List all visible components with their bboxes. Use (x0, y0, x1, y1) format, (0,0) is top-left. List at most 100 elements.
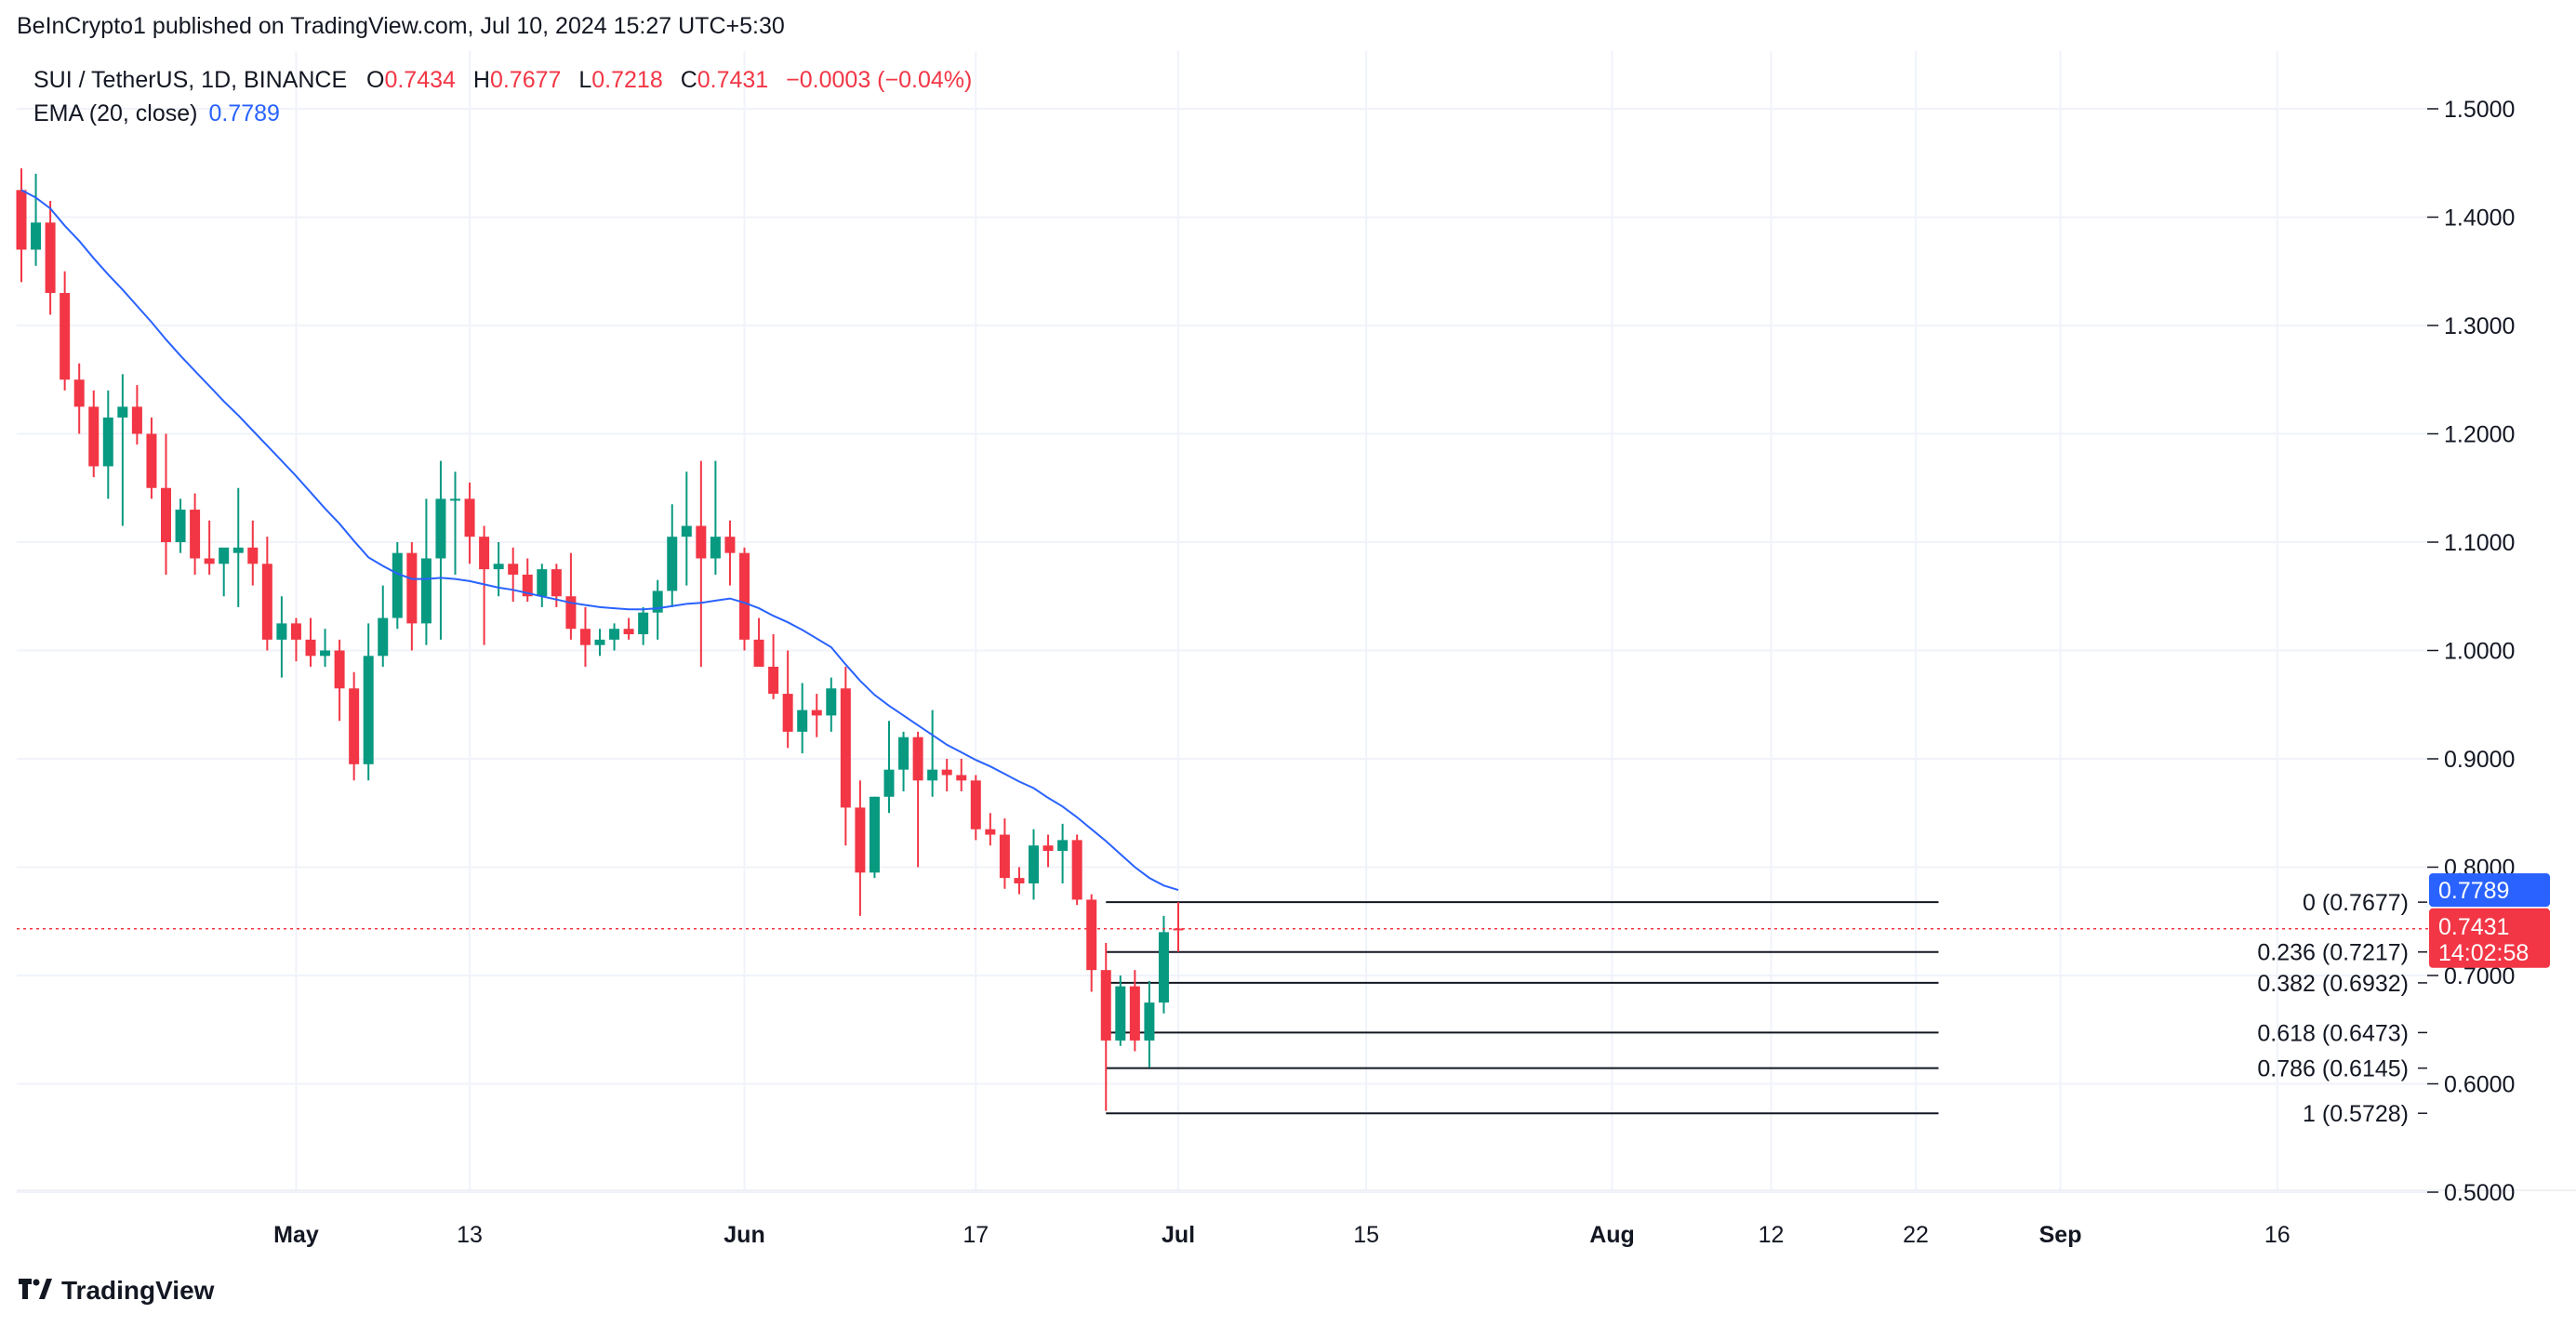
candle-body (290, 623, 301, 640)
ema-20-line (20, 189, 1179, 892)
candle-body (219, 547, 230, 564)
candle-body (565, 596, 577, 630)
tradingview-footer[interactable]: TradingView (19, 1276, 214, 1306)
candle-body (73, 379, 85, 407)
price-tick-label: 1.3000 (2444, 313, 2515, 339)
candle-body (869, 796, 880, 873)
ema-price-badge-label: 0.7789 (2438, 878, 2509, 904)
candle-body (609, 629, 620, 640)
candle-body (768, 666, 779, 695)
candle-body (146, 433, 157, 488)
chart-legend: SUI / TetherUS, 1D, BINANCE O0.7434 H0.7… (33, 63, 983, 130)
open-label: O (366, 67, 385, 93)
price-tick-label: 1.2000 (2444, 422, 2515, 448)
candle-body (724, 537, 736, 553)
tradingview-brand: TradingView (61, 1276, 215, 1305)
candle-body (102, 418, 113, 467)
candle-body (652, 591, 663, 613)
candle-body (551, 569, 562, 597)
candle-body (696, 525, 707, 559)
candle-body (247, 547, 259, 564)
candle-body (1014, 878, 1025, 883)
candle-body (60, 293, 71, 380)
candle-body (522, 574, 533, 597)
price-tick-label: 1.0000 (2444, 639, 2515, 665)
candle-body (1086, 899, 1097, 971)
candle-body (190, 510, 201, 559)
candle-body (855, 807, 866, 873)
close-label: C (680, 67, 697, 93)
candle-body (985, 829, 996, 835)
price-tick-label: 0.9000 (2444, 747, 2515, 773)
candle-body (420, 558, 432, 624)
fib-level-label: 0 (0.7677) (2303, 890, 2409, 916)
time-tick-label: 13 (457, 1222, 483, 1248)
time-tick-label: Jun (724, 1222, 764, 1248)
candle-body (1100, 970, 1111, 1041)
published-caption: BeInCrypto1 published on TradingView.com… (17, 13, 785, 39)
candle-body (378, 617, 389, 657)
candle-body (638, 612, 649, 635)
candle-body (1071, 840, 1082, 900)
tradingview-logo-icon (19, 1276, 52, 1306)
time-tick-label: May (273, 1222, 319, 1248)
low-value: 0.7218 (591, 67, 663, 93)
high-value: 0.7677 (489, 67, 562, 93)
candle-body (232, 547, 244, 553)
countdown-label: 14:02:58 (2438, 940, 2529, 966)
candle-body (999, 834, 1010, 879)
candle-body (710, 537, 721, 559)
candle-body (1057, 840, 1069, 852)
candle-body (450, 498, 460, 501)
symbol-label[interactable]: SUI / TetherUS, 1D, BINANCE (33, 67, 348, 93)
candle-body (1158, 932, 1169, 1003)
low-label: L (578, 67, 592, 93)
candle-body (681, 525, 692, 537)
candle-body (1029, 845, 1039, 883)
candle-body (826, 688, 837, 716)
candle-body (45, 222, 56, 294)
fib-level-label: 0.786 (0.6145) (2257, 1056, 2409, 1082)
candle-body (797, 710, 808, 732)
candle-body (435, 498, 446, 559)
candle-body (898, 736, 910, 770)
last-price-badge (2429, 908, 2550, 968)
candle-body (782, 694, 793, 732)
time-tick-label: Sep (2039, 1222, 2082, 1248)
candle-body (753, 639, 764, 667)
candle-body (392, 552, 403, 618)
price-axis[interactable]: 0.50000.60000.70000.80000.90001.00001.10… (2427, 97, 2515, 1206)
time-tick-label: Jul (1162, 1222, 1195, 1248)
time-axis[interactable]: May 13 Jun 17 Jul 15 Aug 12 22 Sep 16 (273, 1222, 2291, 1248)
candle-body (1129, 986, 1140, 1041)
close-value: 0.7431 (697, 67, 769, 93)
price-tick-label: 1.1000 (2444, 530, 2515, 556)
candle-body (840, 688, 851, 808)
candle-body (276, 623, 287, 640)
change-value: −0.0003 (−0.04%) (786, 67, 973, 93)
open-value: 0.7434 (384, 67, 456, 93)
ema-label: EMA (20, close) (33, 100, 198, 126)
candle-body (508, 564, 519, 575)
candle-body (117, 406, 128, 418)
candle-body (537, 569, 548, 597)
candle-body (912, 736, 923, 781)
candle-body (406, 552, 418, 624)
time-tick-label: 16 (2264, 1222, 2291, 1248)
ohlc-legend-row: SUI / TetherUS, 1D, BINANCE O0.7434 H0.7… (33, 63, 983, 97)
candle-body (349, 688, 360, 764)
ema-legend-row[interactable]: EMA (20, close) 0.7789 (33, 97, 983, 130)
candle-body (739, 552, 750, 640)
candle-body (88, 406, 100, 467)
candle-body (479, 537, 490, 570)
fib-level-label: 0.618 (0.6473) (2257, 1020, 2409, 1046)
ema-value: 0.7789 (208, 100, 280, 126)
candle-body (970, 780, 981, 829)
time-tick-label: 15 (1353, 1222, 1379, 1248)
candle-body (811, 710, 822, 716)
candle-body (667, 537, 678, 591)
candle-body (131, 406, 142, 434)
